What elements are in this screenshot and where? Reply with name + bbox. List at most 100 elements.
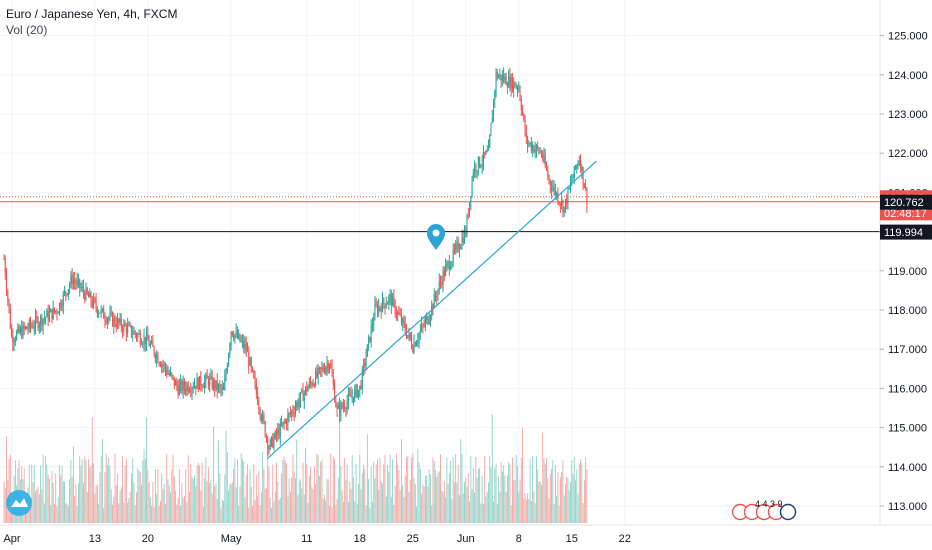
candle-body (132, 334, 134, 336)
volume-bar (183, 495, 185, 523)
volume-bar (546, 457, 547, 523)
volume-bar (450, 460, 452, 523)
candle-body (71, 275, 73, 284)
volume-bar (337, 477, 339, 523)
volume-bar (543, 458, 545, 523)
candle-body (414, 342, 416, 347)
volume-bar (529, 458, 531, 523)
volume-bar (293, 471, 295, 523)
volume-bar (525, 500, 527, 523)
candle-body (209, 377, 211, 386)
volume-bar (173, 476, 175, 523)
volume-bar (361, 473, 363, 523)
candle-body (75, 282, 77, 285)
time-tick-label: 13 (89, 533, 101, 545)
volume-bar (139, 472, 141, 523)
candle-body (542, 154, 544, 160)
candle-body (46, 310, 48, 318)
volume-bar (137, 468, 139, 523)
candle-body (196, 378, 198, 389)
volume-bar (437, 472, 439, 523)
candle-body (284, 420, 286, 423)
volume-bar (530, 501, 532, 523)
candle-body (207, 378, 209, 386)
candle-body (428, 320, 430, 324)
volume-bar (61, 466, 63, 523)
volume-bar (440, 454, 441, 523)
candle-body (127, 325, 129, 334)
candle-body (146, 333, 148, 345)
volume-bar (313, 466, 315, 523)
volume-bar (134, 505, 136, 523)
candle-body (393, 296, 395, 302)
volume-bar (185, 468, 187, 523)
volume-bar (31, 464, 33, 523)
volume-bar (505, 492, 507, 523)
candle-body (479, 157, 481, 167)
volume-bar (218, 440, 219, 523)
candle-body (514, 81, 516, 88)
volume-bar (141, 484, 142, 523)
line-level-tag[interactable]: 120.762 (880, 194, 932, 210)
volume-bar (253, 464, 255, 523)
volume-bar (334, 459, 335, 523)
volume-bar (307, 502, 309, 523)
volume-bar (527, 493, 529, 523)
candle-body (59, 303, 61, 313)
volume-bar (475, 456, 477, 523)
volume-bar (287, 496, 289, 523)
trendline[interactable] (266, 160, 597, 460)
volume-bar (133, 482, 135, 523)
candle-body (178, 385, 180, 396)
candle-body (239, 333, 241, 342)
candle-body (405, 331, 407, 338)
candle-body (378, 306, 380, 313)
price-axis: 113.000 114.000 115.000 116.000 117.000 118.0… (880, 31, 928, 513)
candle-body (241, 340, 243, 342)
candle-body (501, 75, 503, 81)
candle-body (419, 330, 421, 334)
candle-body (440, 281, 442, 283)
candle-body (157, 354, 159, 363)
candle-body (480, 165, 482, 167)
volume-bar (316, 453, 318, 523)
candle-body (11, 328, 13, 337)
candle-body (255, 382, 257, 394)
candle-body (18, 326, 20, 333)
volume-bar (477, 468, 479, 523)
volume-bar (382, 483, 383, 523)
candle-body (424, 319, 426, 326)
volume-bar (389, 454, 391, 523)
volume-bar (257, 496, 259, 523)
candle-body (286, 420, 288, 425)
candle-body (547, 170, 549, 177)
candle-body (166, 369, 168, 375)
candle-body (66, 293, 68, 295)
candle-body (154, 354, 156, 360)
location-marker-icon[interactable] (427, 224, 445, 250)
candle-body (354, 389, 356, 401)
volume-bar (157, 469, 159, 523)
events-badges: 4 4 3 9 (731, 499, 797, 521)
volume-bar (186, 501, 188, 523)
candle-body (270, 436, 272, 441)
candle-body (429, 316, 431, 321)
candle-body (418, 333, 420, 341)
economic-event-icon[interactable] (779, 503, 797, 521)
tradingview-logo-icon[interactable] (6, 490, 32, 516)
volume-bar (398, 470, 400, 523)
candle-body (128, 324, 130, 326)
volume-bar (486, 491, 488, 523)
current-level-tag[interactable]: 119.994 (880, 224, 932, 240)
candle-body (35, 316, 37, 327)
volume-bar (491, 414, 493, 523)
volume-bar (514, 480, 516, 523)
volume-bar (339, 414, 341, 523)
volume-bar (433, 461, 435, 523)
candle-body (250, 358, 252, 368)
volume-bar (214, 486, 216, 523)
candle-body (296, 402, 298, 408)
volume-bar (409, 479, 411, 523)
candle-body (320, 367, 322, 370)
